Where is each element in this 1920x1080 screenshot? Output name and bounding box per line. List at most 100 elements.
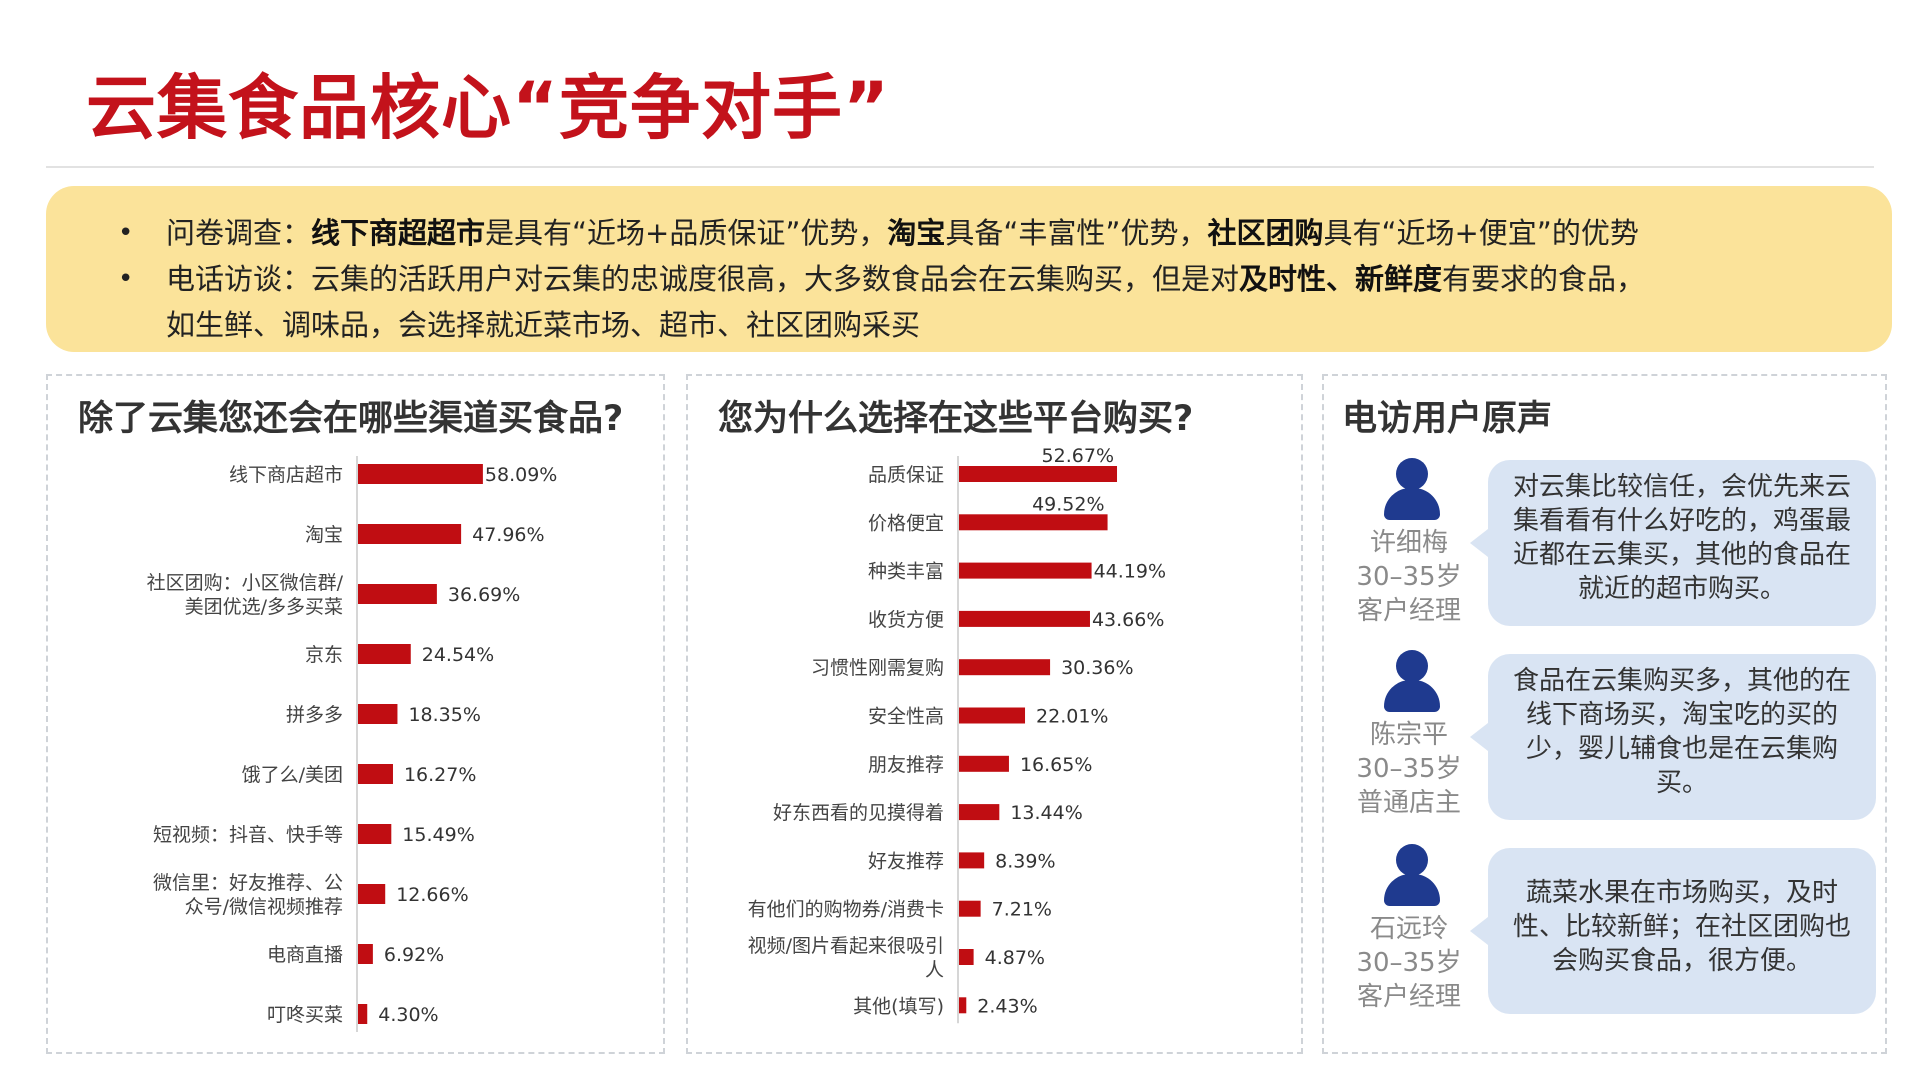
category-label: 朋友推荐 — [868, 754, 944, 776]
summary-survey-bold-1: 线下商超超市 — [311, 216, 486, 250]
category-label: 社区团购：小区微信群/ — [147, 572, 344, 594]
data-label: 2.43% — [977, 995, 1037, 1017]
bar — [959, 466, 1118, 482]
category-label: 其他(填写) — [853, 995, 944, 1017]
data-label: 8.39% — [995, 850, 1055, 872]
reasons-bar-chart: 品质保证 52.67% 价格便宜 49.52% 种类丰富 44.19% 收货方便 43.66%… — [748, 445, 1166, 1024]
category-label: 好东西看的见摸得着 — [773, 802, 944, 824]
user-profile-3: 石远玲 30–35岁 客户经理 — [1334, 844, 1484, 1014]
summary-interview-prefix: 电话访谈：云集的活跃用户对云集的忠诚度很高，大多数食品会在云集购买，但是对 — [166, 262, 1240, 296]
summary-interview-bold: 及时性、新鲜度 — [1239, 262, 1443, 296]
bar — [358, 1004, 368, 1024]
user-name: 陈宗平 — [1369, 720, 1448, 750]
category-label: 短视频：抖音、快手等 — [153, 824, 343, 846]
user-name: 石远玲 — [1369, 914, 1448, 944]
bar — [959, 659, 1051, 676]
bar — [358, 704, 398, 724]
category-label: 收货方便 — [868, 609, 944, 631]
category-label: 有他们的购物券/消费卡 — [748, 899, 944, 921]
category-label: 安全性高 — [868, 706, 944, 728]
data-label: 12.66% — [396, 884, 468, 906]
summary-interview-continuation: 如生鲜、调味品，会选择就近菜市场、超市、社区团购采买 — [166, 308, 921, 342]
data-label: 47.96% — [472, 524, 544, 546]
summary-box: 问卷调查：线下商超超市是具有“近场+品质保证”优势，淘宝具备“丰富性”优势，社区… — [46, 186, 1892, 352]
user-age: 30–35岁 — [1356, 562, 1462, 592]
category-label: 习惯性刚需复购 — [811, 657, 944, 679]
data-label: 4.87% — [985, 947, 1045, 969]
data-label: 52.67% — [1042, 445, 1114, 467]
summary-survey-prefix: 问卷调查： — [166, 216, 312, 250]
category-label: 淘宝 — [305, 524, 343, 546]
bar — [959, 997, 967, 1014]
bar — [358, 824, 392, 844]
category-label: 美团优选/多多买菜 — [185, 596, 343, 618]
data-label: 16.27% — [404, 764, 476, 786]
data-label: 7.21% — [992, 899, 1052, 921]
data-label: 16.65% — [1020, 754, 1092, 776]
bar — [959, 707, 1026, 724]
bar — [358, 584, 437, 604]
category-label: 拼多多 — [286, 704, 343, 726]
bar — [358, 764, 393, 784]
user-profile-2: 陈宗平 30–35岁 普通店主 — [1334, 650, 1484, 820]
bar — [358, 944, 373, 964]
user-avatar-icon — [1384, 844, 1440, 906]
category-label: 微信里：好友推荐、公 — [153, 872, 343, 894]
data-label: 13.44% — [1010, 802, 1082, 824]
user-voices-title: 电访用户原声 — [1342, 399, 1553, 439]
category-label: 叮咚买菜 — [267, 1004, 343, 1026]
title-divider — [46, 166, 1874, 168]
reasons-chart-panel: 您为什么选择在这些平台购买? 品质保证 52.67% 价格便宜 49.52% 种类丰富 4… — [686, 374, 1303, 1054]
bar — [959, 610, 1090, 627]
summary-survey-bold-3: 社区团购 — [1207, 216, 1324, 250]
category-label: 品质保证 — [868, 464, 944, 486]
summary-interview-text: 有要求的食品， — [1442, 262, 1646, 296]
data-label: 49.52% — [1032, 493, 1104, 515]
category-label: 饿了么/美团 — [242, 764, 343, 786]
bar — [959, 514, 1108, 531]
bar — [959, 562, 1092, 579]
category-label: 众号/微信视频推荐 — [185, 896, 343, 918]
data-label: 44.19% — [1094, 561, 1166, 583]
data-label: 24.54% — [422, 644, 494, 666]
user-age: 30–35岁 — [1356, 948, 1462, 978]
category-label: 好友推荐 — [868, 850, 944, 872]
bar — [358, 524, 462, 544]
user-avatar-icon — [1384, 650, 1440, 712]
user-quote-bubble-2: 食品在云集购买多，其他的在线下商场买，淘宝吃的买的少，婴儿辅食也是在云集购买。 — [1470, 654, 1876, 820]
category-label: 人 — [925, 959, 944, 981]
category-label: 京东 — [305, 644, 343, 666]
data-label: 36.69% — [448, 584, 520, 606]
category-label: 电商直播 — [267, 944, 343, 966]
category-label: 线下商店超市 — [229, 464, 343, 486]
bar — [959, 852, 985, 869]
page-title: 云集食品核心“竞争对手” — [86, 67, 891, 149]
bar — [959, 900, 981, 917]
data-label: 4.30% — [378, 1004, 438, 1026]
summary-survey-bold-2: 淘宝 — [887, 216, 946, 250]
user-quote-bubble-3: 蔬菜水果在市场购买，及时性、比较新鲜；在社区团购也会购买食品，很方便。 — [1470, 848, 1876, 1014]
data-label: 22.01% — [1036, 706, 1108, 728]
summary-survey-text-1: 是具有“近场+品质保证”优势， — [485, 216, 888, 250]
summary-item-survey: 问卷调查：线下商超超市是具有“近场+品质保证”优势，淘宝具备“丰富性”优势，社区… — [46, 210, 1892, 256]
channels-chart-title: 除了云集您还会在哪些渠道买食品? — [78, 399, 624, 439]
user-avatar-icon — [1384, 458, 1440, 520]
bar — [358, 464, 483, 484]
summary-item-interview: 电话访谈：云集的活跃用户对云集的忠诚度很高，大多数食品会在云集购买，但是对及时性… — [46, 256, 1892, 348]
user-quote-bubble-1: 对云集比较信任，会优先来云集看看有什么好吃的，鸡蛋最近都在云集买，其他的食品在就… — [1470, 460, 1876, 626]
user-role: 客户经理 — [1356, 982, 1461, 1012]
user-role: 客户经理 — [1356, 596, 1461, 626]
data-label: 18.35% — [408, 704, 480, 726]
data-label: 58.09% — [485, 464, 557, 486]
reasons-chart-title: 您为什么选择在这些平台购买? — [718, 399, 1194, 439]
bar — [959, 755, 1009, 772]
data-label: 15.49% — [402, 824, 474, 846]
user-name: 许细梅 — [1369, 528, 1448, 558]
user-role: 普通店主 — [1356, 788, 1461, 818]
category-label: 视频/图片看起来很吸引 — [748, 935, 944, 957]
bar — [959, 804, 1000, 821]
summary-survey-text-3: 具有“近场+便宜”的优势 — [1323, 216, 1639, 250]
user-voices-panel: 电访用户原声 许细梅 30–35岁 客户经理 对云集比较信任，会优先来云集看看有… — [1322, 374, 1887, 1054]
user-profile-1: 许细梅 30–35岁 客户经理 — [1334, 458, 1484, 628]
bar — [959, 949, 974, 965]
